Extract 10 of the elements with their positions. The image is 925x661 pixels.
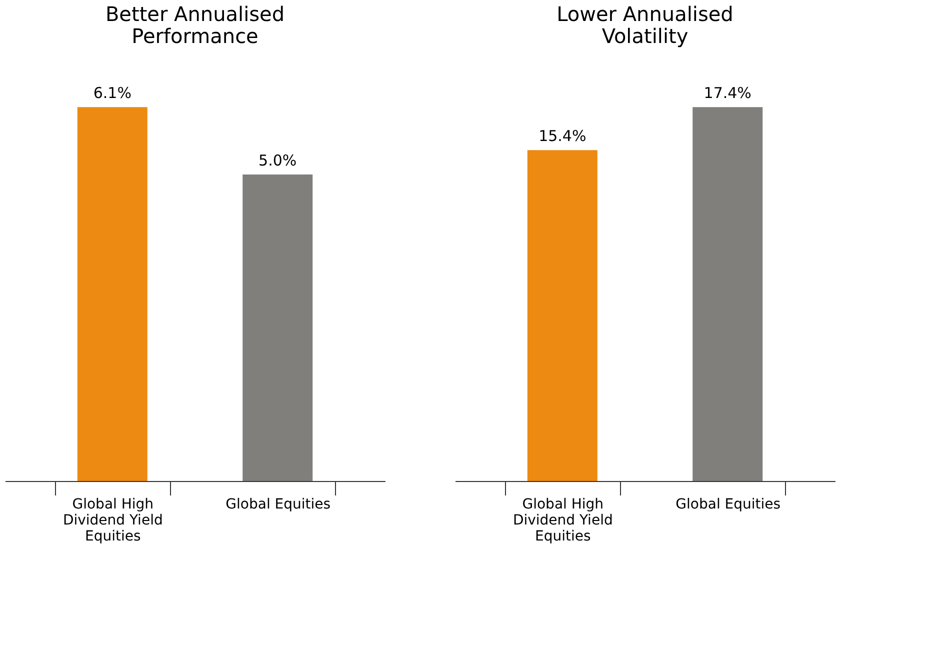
data-label: 6.1% — [93, 84, 132, 102]
data-label: 15.4% — [538, 127, 586, 146]
x-tick-label: Global High Dividend Yield Equities — [62, 496, 163, 544]
x-tick-label: Global Equities — [226, 496, 331, 512]
chart-title: Better Annualised Performance — [105, 2, 285, 48]
chart-title: Lower Annualised Volatility — [556, 2, 734, 48]
x-tick-label: Global Equities — [676, 496, 781, 512]
data-label: 5.0% — [258, 152, 297, 170]
data-label: 17.4% — [704, 84, 752, 102]
x-tick-label: Global High Dividend Yield Equities — [512, 496, 613, 544]
